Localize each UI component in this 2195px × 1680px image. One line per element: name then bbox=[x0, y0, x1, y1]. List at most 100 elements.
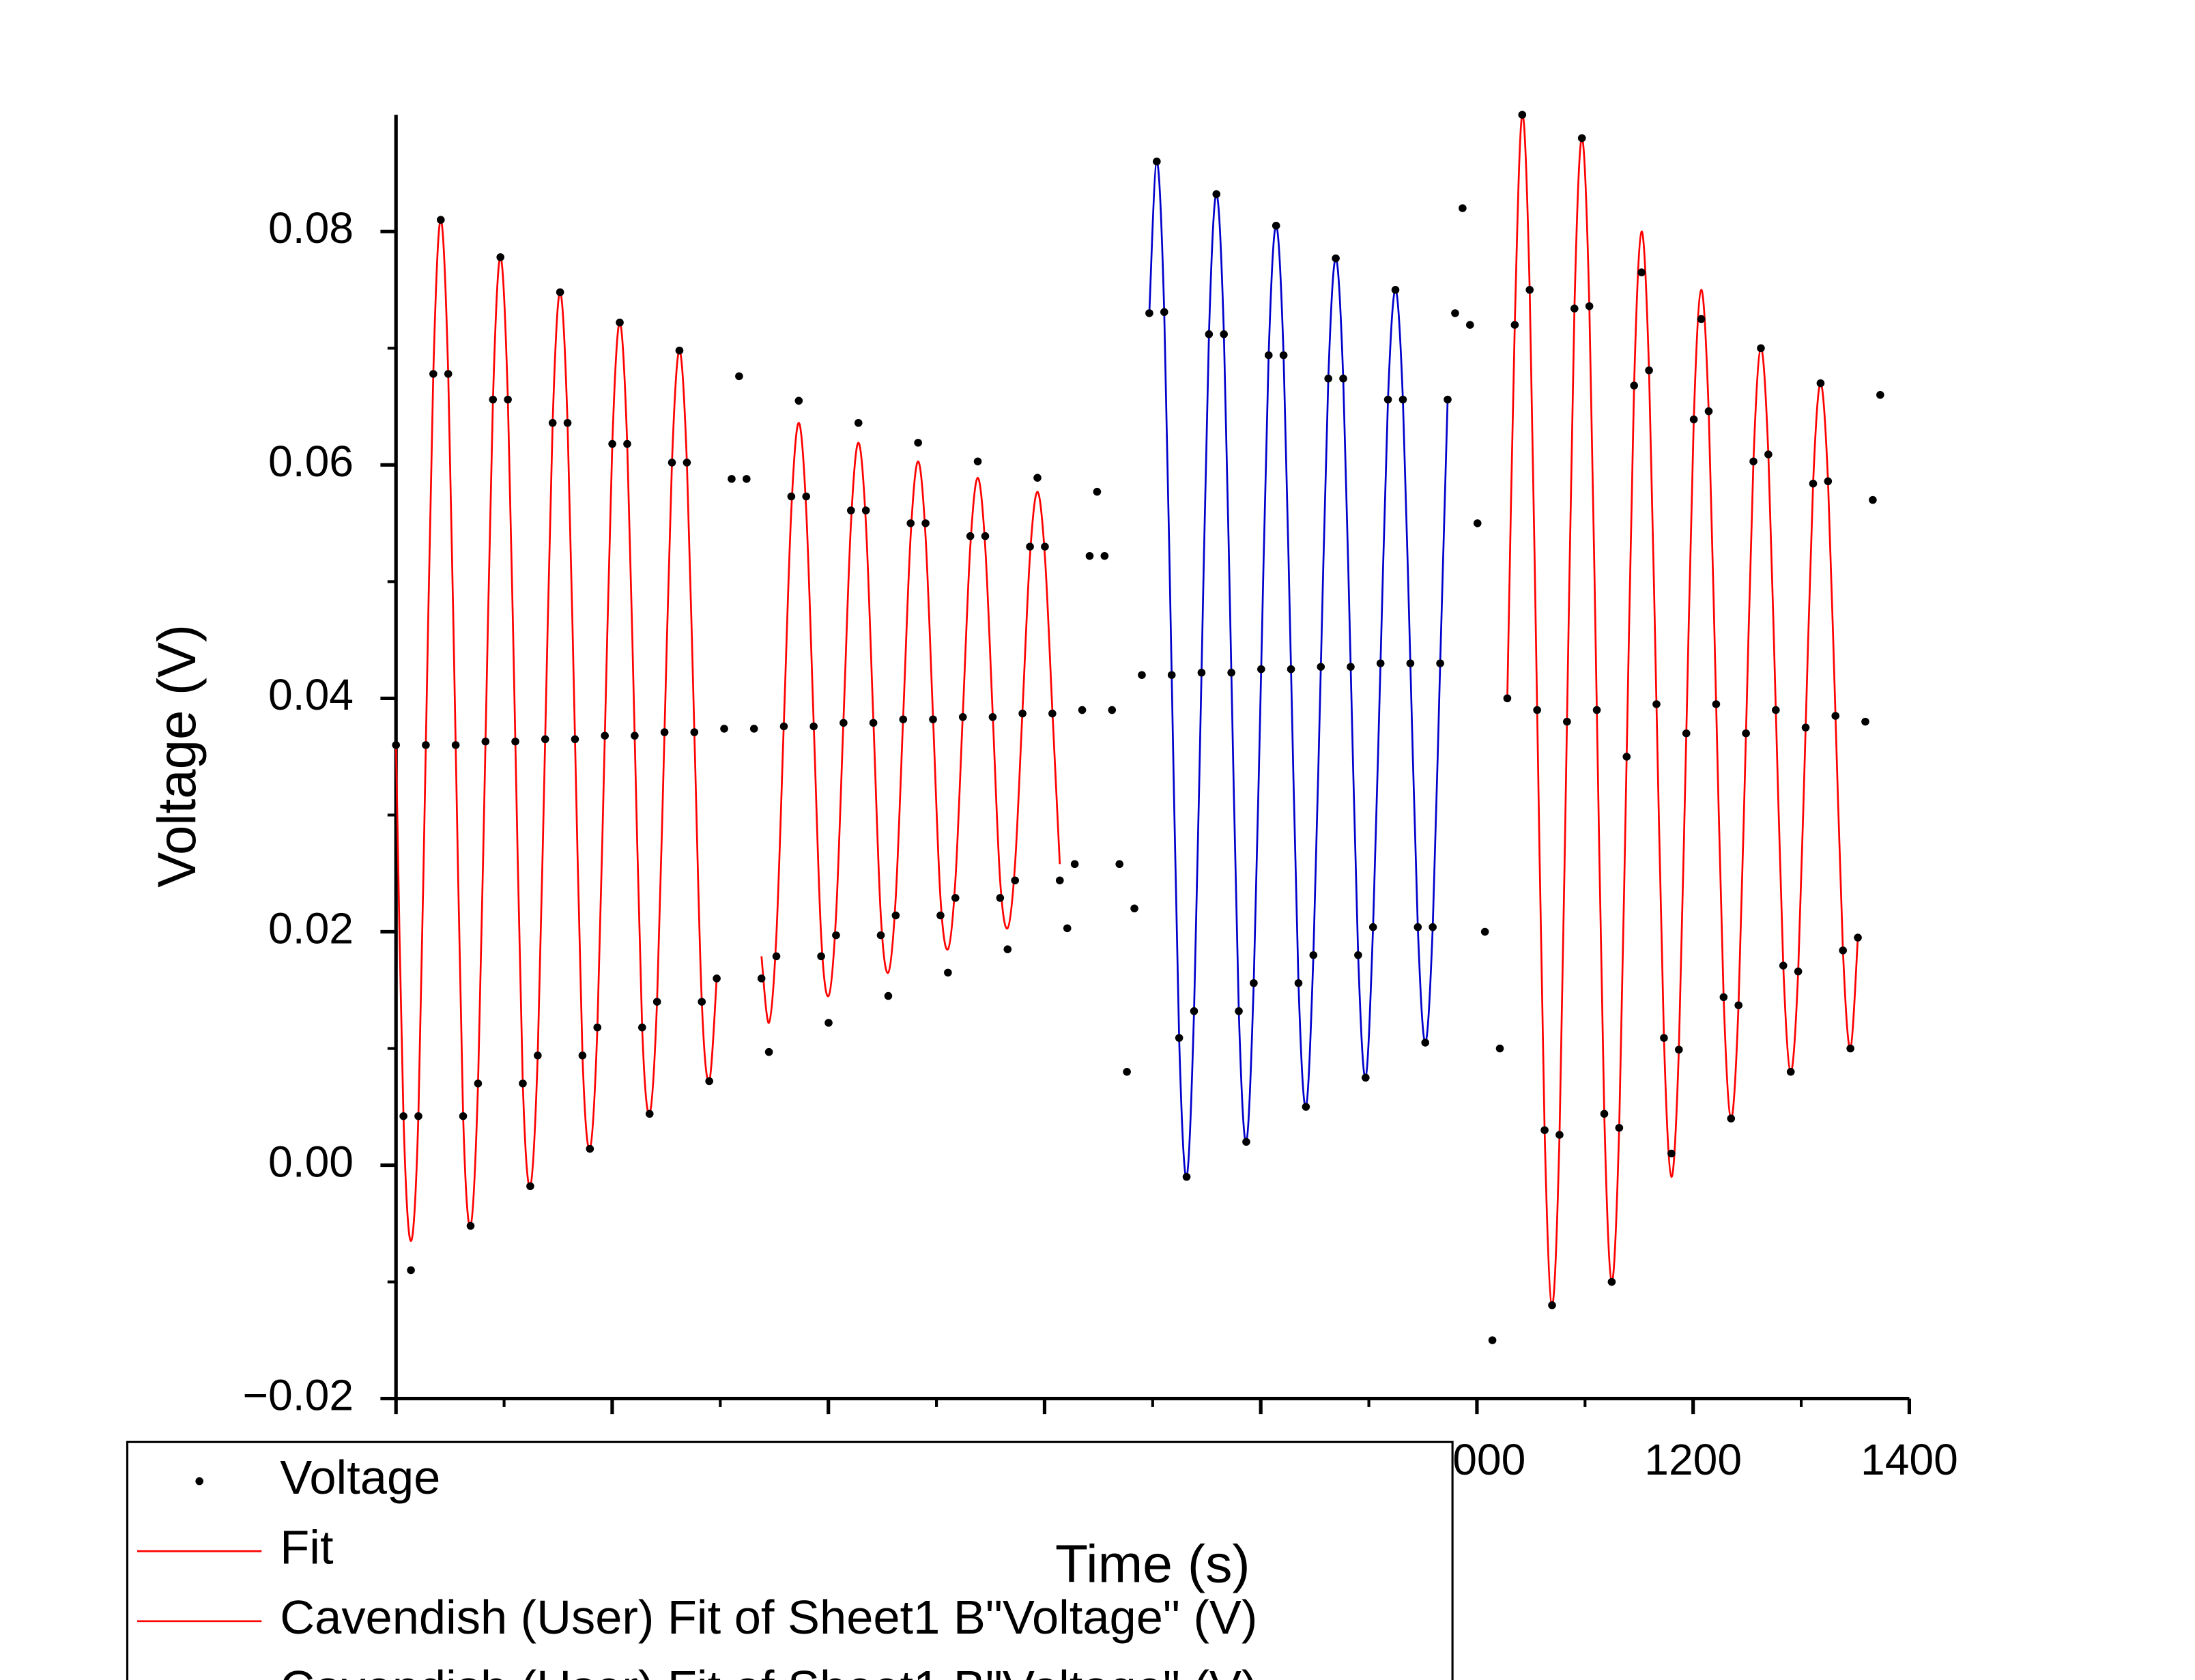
data-point bbox=[1831, 712, 1840, 720]
data-point bbox=[1667, 1149, 1676, 1158]
data-point bbox=[1689, 415, 1698, 424]
data-point bbox=[914, 439, 922, 447]
data-point bbox=[1182, 1172, 1191, 1181]
data-point bbox=[861, 506, 870, 515]
y-tick-label: 0.00 bbox=[268, 1138, 354, 1187]
fit-line bbox=[394, 218, 1061, 1243]
data-point bbox=[809, 722, 818, 731]
data-point bbox=[1525, 286, 1534, 294]
data-point bbox=[422, 741, 430, 749]
data-point bbox=[1055, 876, 1064, 884]
data-point bbox=[1123, 1067, 1131, 1076]
data-point bbox=[459, 1112, 468, 1120]
data-point bbox=[958, 713, 967, 721]
data-point bbox=[444, 370, 453, 378]
data-point bbox=[1577, 134, 1586, 143]
data-point bbox=[1302, 1103, 1310, 1111]
data-point bbox=[1764, 450, 1773, 459]
data-point bbox=[1480, 927, 1489, 936]
data-point bbox=[772, 952, 781, 961]
data-point bbox=[1585, 302, 1594, 310]
data-point bbox=[973, 457, 982, 465]
data-point bbox=[936, 911, 945, 920]
data-point bbox=[728, 475, 736, 483]
data-point bbox=[451, 741, 460, 749]
data-point bbox=[1712, 700, 1721, 708]
data-point bbox=[1824, 477, 1833, 486]
data-point bbox=[921, 519, 930, 527]
data-point bbox=[824, 1019, 833, 1027]
data-point bbox=[1041, 542, 1049, 551]
data-point bbox=[713, 974, 721, 983]
data-point bbox=[429, 370, 437, 378]
data-point bbox=[981, 532, 990, 540]
y-tick-label: 0.08 bbox=[268, 203, 354, 252]
data-point bbox=[1033, 474, 1042, 482]
data-point bbox=[1279, 351, 1288, 360]
data-point bbox=[519, 1080, 527, 1088]
data-point bbox=[988, 713, 997, 721]
data-point bbox=[1719, 993, 1728, 1002]
data-point bbox=[1130, 904, 1138, 913]
fit-line bbox=[1148, 160, 1449, 1178]
data-point bbox=[1779, 961, 1788, 970]
data-point bbox=[794, 396, 803, 405]
data-point bbox=[489, 395, 498, 404]
data-point bbox=[1548, 1301, 1556, 1309]
data-point bbox=[1347, 663, 1355, 671]
data-point bbox=[1757, 344, 1765, 353]
y-tick-label: 0.02 bbox=[268, 904, 354, 953]
data-point bbox=[652, 998, 661, 1006]
data-point bbox=[1786, 1067, 1795, 1076]
data-point bbox=[690, 728, 699, 736]
data-point bbox=[1533, 706, 1541, 714]
data-point bbox=[1138, 671, 1146, 679]
data-point bbox=[1190, 1007, 1199, 1015]
data-point bbox=[1794, 967, 1803, 976]
data-point bbox=[638, 1023, 646, 1032]
data-point bbox=[1362, 1073, 1370, 1082]
data-point bbox=[1175, 1034, 1183, 1042]
data-point bbox=[817, 952, 825, 961]
data-point bbox=[1093, 487, 1102, 496]
data-point bbox=[496, 253, 504, 261]
data-point bbox=[683, 459, 691, 467]
data-point bbox=[1085, 552, 1094, 560]
data-point bbox=[1026, 542, 1034, 551]
x-tick-label: 1400 bbox=[1861, 1435, 1958, 1484]
data-point bbox=[757, 974, 766, 983]
data-point bbox=[743, 475, 751, 483]
data-point bbox=[1660, 1034, 1668, 1042]
data-point bbox=[951, 894, 960, 902]
data-point bbox=[1473, 519, 1482, 527]
data-point bbox=[1727, 1114, 1736, 1123]
data-point bbox=[802, 492, 811, 501]
data-point bbox=[1465, 321, 1474, 329]
legend-label: Cavendish (User) Fit of Sheet1 B"Voltage… bbox=[280, 1591, 1257, 1645]
data-point bbox=[1801, 723, 1810, 732]
data-point bbox=[1317, 663, 1325, 671]
data-point bbox=[1615, 1124, 1624, 1132]
data-point bbox=[944, 968, 952, 977]
data-point bbox=[906, 519, 915, 527]
data-point bbox=[854, 419, 863, 427]
data-point bbox=[578, 1052, 587, 1060]
data-point bbox=[1003, 945, 1012, 953]
data-point bbox=[891, 911, 900, 920]
legend-label: Fit bbox=[280, 1521, 333, 1574]
data-point bbox=[474, 1080, 483, 1088]
data-point bbox=[1063, 924, 1072, 933]
data-point bbox=[1555, 1131, 1564, 1139]
data-point bbox=[1444, 395, 1452, 404]
data-point bbox=[1048, 709, 1057, 718]
data-point bbox=[1518, 111, 1527, 119]
data-point bbox=[1510, 321, 1519, 329]
data-point bbox=[1153, 157, 1161, 166]
data-point bbox=[1294, 979, 1303, 987]
data-point bbox=[466, 1221, 475, 1230]
data-point bbox=[556, 288, 564, 296]
data-point bbox=[1160, 308, 1168, 317]
data-point bbox=[526, 1182, 534, 1191]
